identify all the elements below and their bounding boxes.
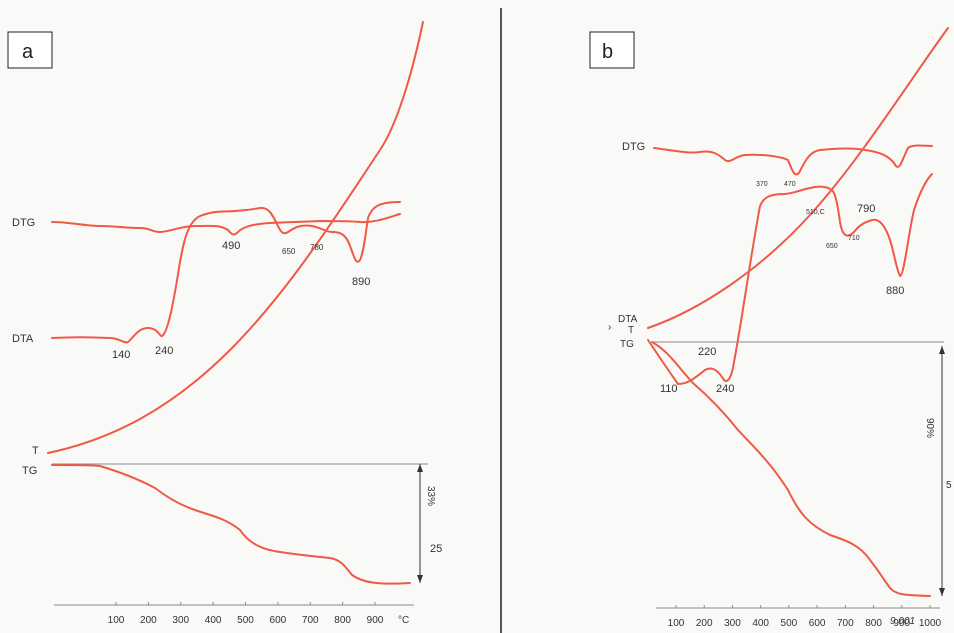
panel-b-tg-scale-val: 5: [946, 480, 952, 491]
panel-b-tick-label: 700: [837, 618, 854, 629]
panel-b-tick-label: 300: [724, 618, 741, 629]
panel-b-dta-curve: [647, 173, 933, 385]
panel-a-tick-label: 500: [237, 615, 254, 626]
panel-b-caret: ›: [608, 322, 611, 333]
panel-b-tick-label: 900: [893, 618, 910, 629]
panel-a-tick-label: 400: [205, 615, 222, 626]
panel-b-tick-label: 100: [668, 618, 685, 629]
panel-b-label-box: [589, 31, 635, 69]
panel-a-scale-arrow-up: [417, 464, 423, 472]
panel-a-t-curve: [47, 21, 424, 454]
panel-b-scale-arrow-up: [939, 346, 945, 354]
panel-b-peak-470: 470: [784, 181, 796, 188]
panel-a-tick-label: 100: [108, 615, 125, 626]
panel-a-x-ticks: 100 200 300 400 500 600 700 800 900: [108, 602, 384, 626]
panel-a-dtg-curve: [51, 213, 401, 236]
panel-a: a 33% 25 DTG DTA T TG 490 650 780 890 14…: [7, 21, 442, 626]
panel-a-tg-scale-pct: 33%: [425, 486, 436, 506]
panel-a-tg-curve: [51, 464, 411, 585]
panel-b-tick-label: 200: [696, 618, 713, 629]
panel-b-letter: b: [602, 41, 613, 63]
panel-b-peak-790: 790: [857, 203, 875, 215]
panel-a-tick-label: 300: [172, 615, 189, 626]
panel-a-peak-140: 140: [112, 349, 130, 361]
panel-b: b 90% 5 DTG DTA › T TG 370 470 510,C 790…: [589, 27, 952, 629]
panel-b-tick-label: 600: [809, 618, 826, 629]
panel-b-scale-arrow-down: [939, 588, 945, 596]
panel-a-dta-curve: [51, 201, 401, 344]
panel-b-t-label: T: [628, 325, 634, 336]
panel-a-tick-label: 700: [302, 615, 319, 626]
panel-a-peak-650: 650: [282, 247, 296, 256]
panel-b-x-extra: 9 001: [890, 616, 915, 627]
panel-b-peak-510: 510,C: [806, 209, 825, 216]
panel-a-letter: a: [22, 41, 34, 63]
panel-a-tick-label: 600: [270, 615, 287, 626]
panel-a-tick-label: 900: [367, 615, 384, 626]
panel-b-dtg-curve: [653, 144, 933, 176]
panel-a-tg-label: TG: [22, 465, 37, 477]
panel-a-peak-780: 780: [310, 243, 324, 252]
panel-b-peak-220: 220: [698, 346, 716, 358]
panel-b-tg-curve: [651, 341, 931, 597]
panel-b-tick-label: 400: [752, 618, 769, 629]
panel-b-peak-370: 370: [756, 181, 768, 188]
panel-a-tick-label: 200: [140, 615, 157, 626]
panel-a-peak-490: 490: [222, 240, 240, 252]
panel-b-peak-710: 710: [848, 235, 860, 242]
panel-b-dtg-label: DTG: [622, 141, 645, 153]
panel-b-peak-880: 880: [886, 285, 904, 297]
panel-b-tick-label: 1000: [919, 618, 942, 629]
panel-b-peak-650: 650: [826, 243, 838, 250]
panel-a-peak-890: 890: [352, 276, 370, 288]
panel-b-tick-label: 800: [865, 618, 882, 629]
panel-b-tick-label: 500: [781, 618, 798, 629]
panel-a-tick-label: 800: [334, 615, 351, 626]
panel-a-dta-label: DTA: [12, 333, 34, 345]
panel-b-peak-110: 110: [660, 383, 678, 395]
panel-a-dtg-label: DTG: [12, 217, 35, 229]
panel-a-tg-scale-val: 25: [430, 543, 442, 555]
panel-b-dta-label: DTA: [618, 314, 638, 325]
panel-b-tg-scale-pct: 90%: [924, 418, 935, 438]
panel-b-tg-label: TG: [620, 339, 634, 350]
panel-b-t-curve: [647, 27, 949, 329]
panel-b-x-ticks: 100 200 300 400 500 600 700 800 900 1000: [668, 605, 942, 629]
panel-a-t-label: T: [32, 445, 39, 457]
panel-a-x-unit: °C: [398, 615, 409, 626]
panel-a-peak-240: 240: [155, 345, 173, 357]
panel-b-peak-240: 240: [716, 383, 734, 395]
panel-a-label-box: [7, 31, 53, 69]
panel-a-scale-arrow-down: [417, 575, 423, 583]
